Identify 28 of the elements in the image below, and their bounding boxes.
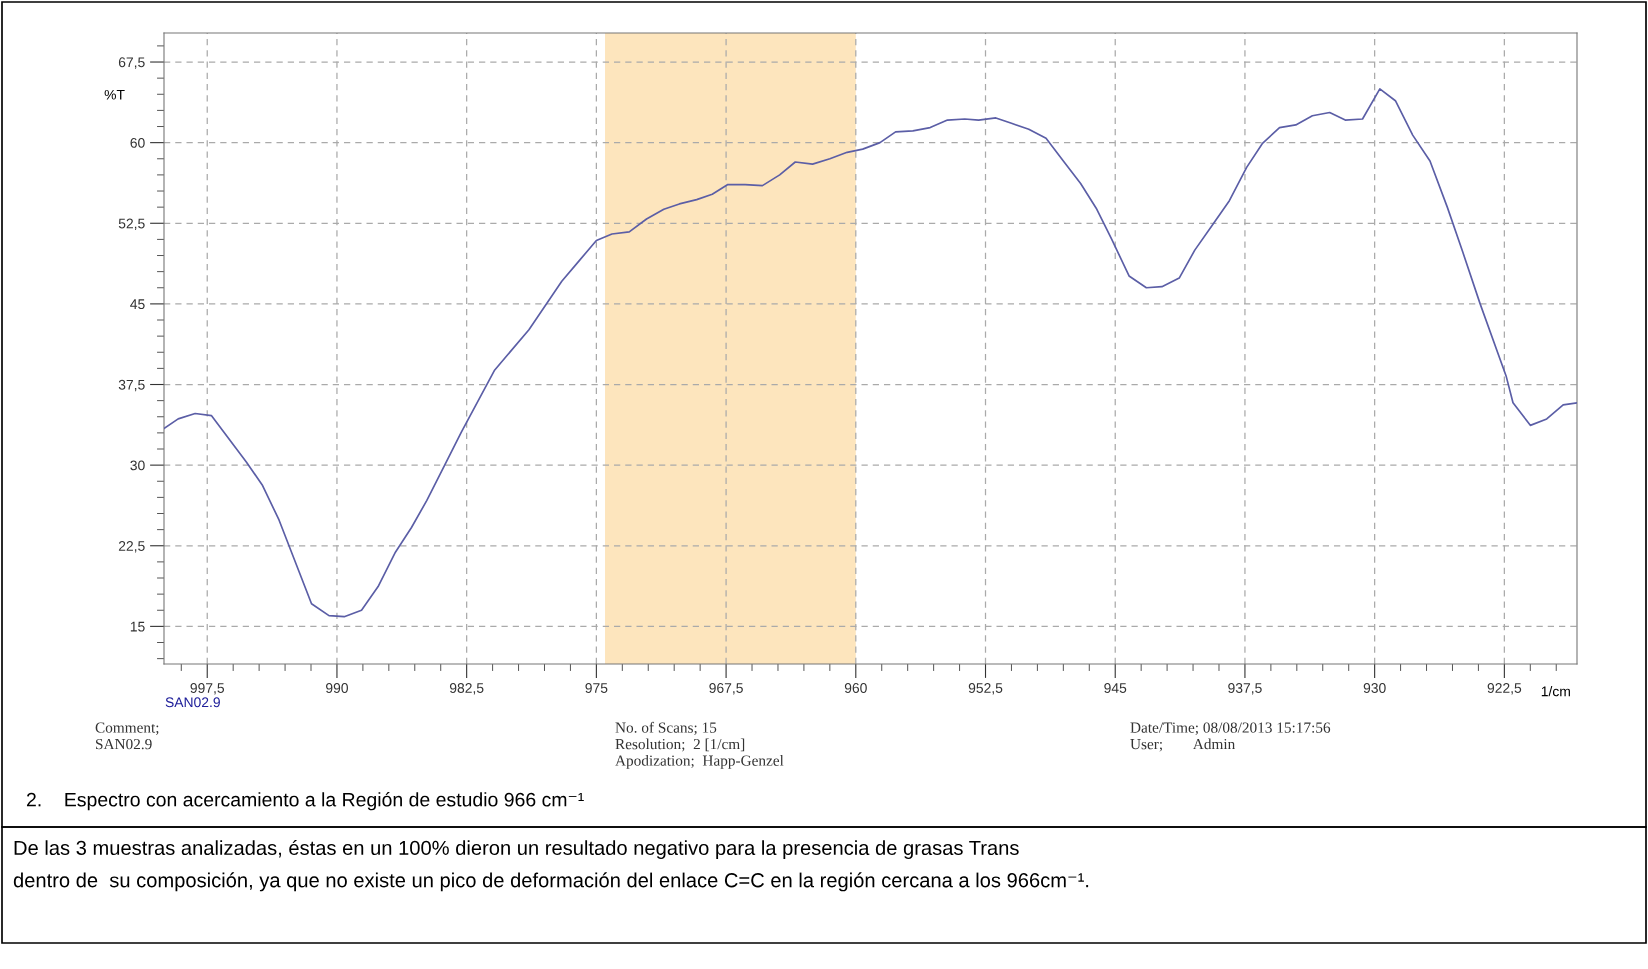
text: De las 3 muestras analizadas, éstas en un 100% dieron un resultado negativo para la presencia de grasas Trans dentro de su composición, ya que no existe un pico de deformación del enlace C=C en la región cercana a los 966cm⁻¹. <box>13 840 1089 892</box>
x-tick-label: 967,5 <box>709 683 743 695</box>
x-tick-label: 960 <box>844 683 867 693</box>
x-tick-label: 952,5 <box>968 683 1003 695</box>
text: SAN02.9 <box>165 697 220 708</box>
y-tick-label: 37,5 <box>118 379 145 392</box>
x-tick-label: 997,5 <box>190 683 225 695</box>
x-tick-label: 937,5 <box>1228 683 1262 695</box>
y-tick-label: 52,5 <box>118 218 145 231</box>
y-tick-label: 15 <box>130 621 145 632</box>
x-tick-label: 982,5 <box>449 683 484 695</box>
y-tick-label: 60 <box>130 137 145 148</box>
y-tick-label: 30 <box>130 460 145 471</box>
x-tick-label: 975 <box>585 683 608 693</box>
x-axis-title: 1/cm <box>1541 686 1570 697</box>
y-axis-title: %T <box>104 89 125 100</box>
x-tick-label: 990 <box>326 683 348 693</box>
y-tick-label: 45 <box>130 299 145 310</box>
text: No. of Scans; 15 Resolution; 2 [1/cm] Apodization; Happ-Genzel <box>615 721 784 769</box>
x-tick-label: 930 <box>1363 683 1386 693</box>
x-tick-label: 945 <box>1104 683 1127 693</box>
text: 2. Espectro con acercamiento a la Región de estudio 966 cm⁻¹ <box>26 792 584 811</box>
line-series <box>164 88 1577 618</box>
x-tick-label: 922,5 <box>1487 683 1522 695</box>
text: Comment; SAN02.9 <box>95 722 159 750</box>
text: Date/Time; 08/08/2013 15:17:56 User; Admin <box>1130 722 1331 752</box>
y-tick-label: 67,5 <box>118 57 145 69</box>
y-tick-label: 22,5 <box>118 541 145 553</box>
